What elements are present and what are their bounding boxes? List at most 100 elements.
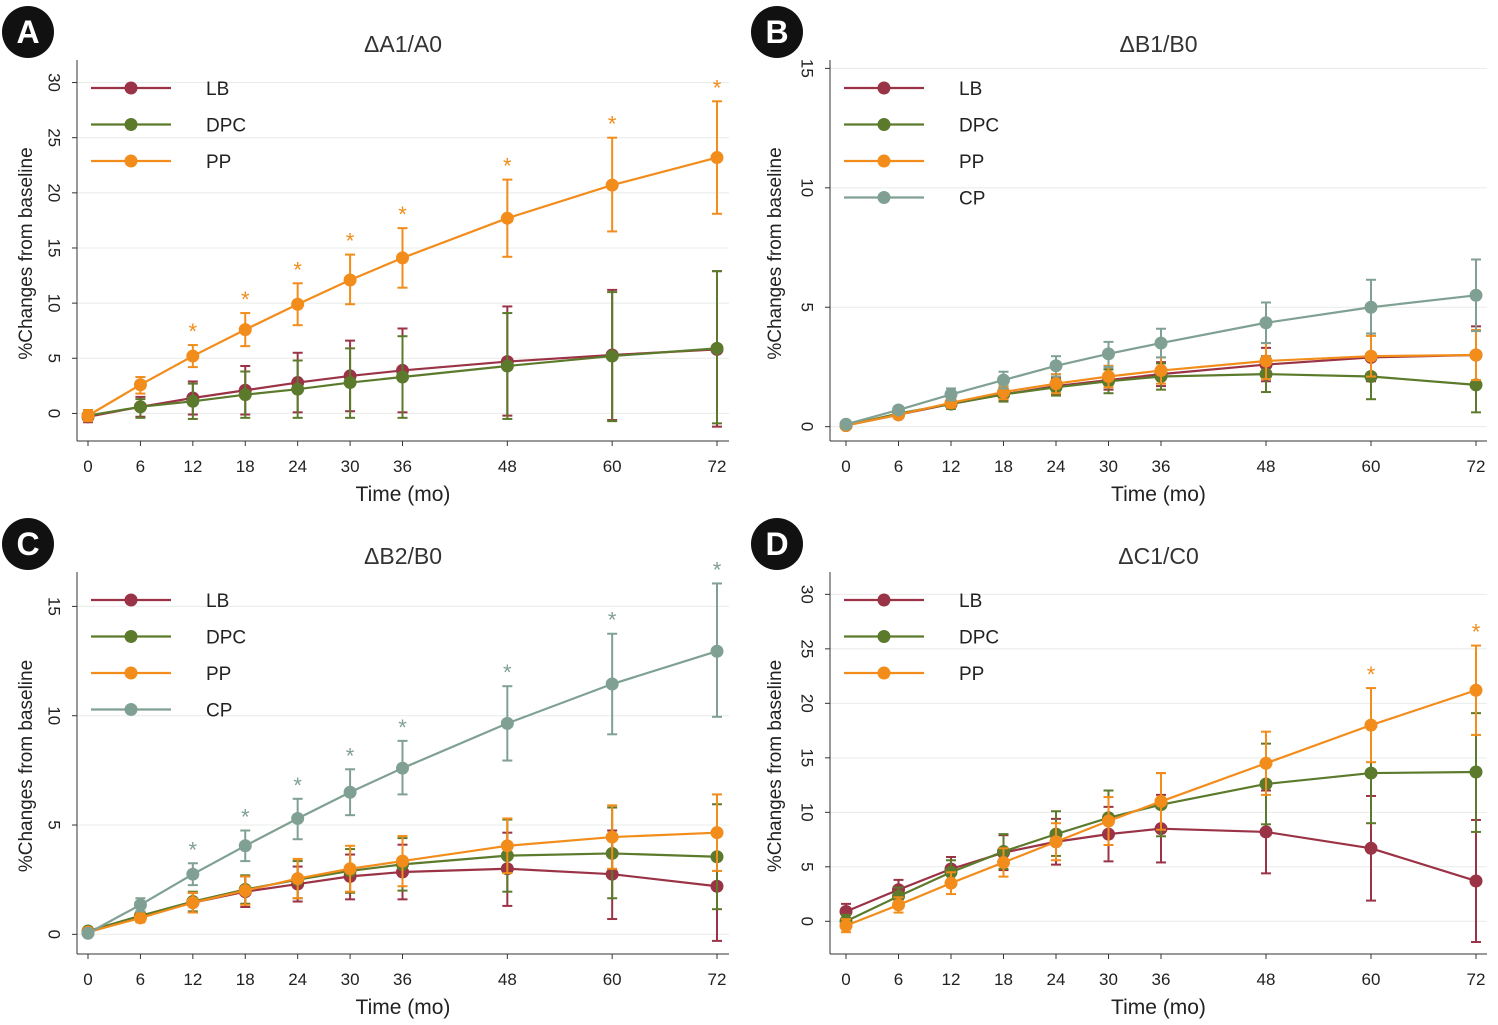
y-tick-label: 30 [45, 73, 64, 92]
data-point [81, 926, 95, 940]
x-axis-label: Time (mo) [356, 996, 451, 1019]
legend-marker [877, 118, 891, 131]
chart-title: ΔB2/B0 [364, 543, 442, 569]
legend-label: PP [959, 664, 984, 685]
legend-label: PP [206, 664, 231, 685]
y-tick-label: 10 [798, 803, 817, 822]
data-point [186, 867, 200, 881]
data-point [396, 854, 409, 868]
y-tick-label: 0 [798, 422, 817, 431]
data-point [291, 872, 305, 886]
data-point [186, 349, 200, 363]
data-point [291, 382, 305, 396]
x-tick-label: 0 [841, 457, 850, 476]
data-point [1469, 288, 1483, 302]
legend-marker [877, 666, 891, 680]
panel-label: C [16, 526, 39, 562]
x-tick-label: 0 [83, 457, 92, 476]
y-tick-label: 0 [45, 930, 64, 939]
significance-marker: * [189, 837, 198, 862]
x-tick-label: 24 [288, 457, 307, 476]
data-point [500, 211, 514, 225]
legend-label: CP [959, 189, 985, 210]
data-point [343, 862, 357, 876]
data-point [710, 341, 724, 355]
y-axis-label: %Changes from baseline [16, 660, 37, 872]
data-point [839, 417, 853, 431]
significance-marker: * [713, 557, 722, 582]
data-point [133, 911, 147, 925]
y-tick-label: 15 [45, 239, 64, 258]
x-tick-label: 30 [341, 457, 360, 476]
x-tick-label: 36 [1152, 970, 1171, 989]
x-tick-label: 18 [236, 970, 255, 989]
y-tick-label: 15 [798, 59, 817, 78]
series-line [845, 294, 1477, 426]
x-tick-label: 48 [1257, 970, 1276, 989]
legend-marker [124, 703, 138, 716]
legend-label: LB [959, 79, 982, 100]
significance-marker: * [1472, 620, 1481, 645]
y-tick-label: 20 [798, 694, 817, 713]
panel-badge [751, 6, 803, 58]
x-tick-label: 12 [942, 457, 961, 476]
data-point [396, 761, 409, 775]
x-tick-label: 72 [708, 457, 727, 476]
series-line [845, 770, 1477, 923]
legend-marker [877, 81, 891, 95]
series-pp [81, 793, 724, 939]
legend: LB DPC PP [91, 79, 246, 173]
x-tick-label: 72 [1467, 970, 1486, 989]
x-tick-label: 12 [942, 970, 961, 989]
x-axis-label: Time (mo) [1111, 483, 1206, 506]
data-point [1469, 348, 1483, 362]
x-tick-label: 6 [136, 970, 145, 989]
series-line [87, 650, 718, 935]
data-point [1259, 316, 1273, 330]
significance-marker: * [1367, 662, 1376, 687]
legend-marker [877, 593, 891, 607]
significance-marker: * [293, 257, 302, 282]
legend-marker [124, 154, 138, 168]
data-point [1154, 364, 1168, 378]
significance-marker: * [503, 660, 512, 685]
data-point [1364, 300, 1378, 314]
series-pp [839, 644, 1483, 934]
panel-label: A [16, 14, 39, 50]
significance-marker: * [608, 112, 617, 137]
x-axis-label: Time (mo) [356, 483, 451, 506]
legend: LB DPC PP CP [91, 591, 246, 722]
x-tick-label: 0 [83, 970, 92, 989]
y-tick-label: 10 [798, 178, 817, 197]
x-tick-label: 36 [393, 457, 412, 476]
data-point [605, 830, 619, 844]
data-point [396, 370, 409, 384]
legend-label: LB [959, 591, 982, 612]
data-point [500, 359, 514, 373]
data-point [1364, 718, 1378, 732]
data-point [605, 178, 619, 192]
y-tick-label: 5 [45, 354, 64, 363]
data-point [605, 349, 619, 363]
data-point [605, 677, 619, 691]
legend: LB DPC PP [844, 591, 999, 685]
chart-title: ΔA1/A0 [364, 31, 442, 57]
panel-label: D [765, 526, 788, 562]
data-point [396, 251, 409, 265]
x-tick-label: 12 [183, 457, 202, 476]
y-tick-label: 20 [45, 183, 64, 202]
legend-marker [124, 81, 138, 95]
data-point [291, 297, 305, 311]
x-tick-label: 6 [894, 457, 903, 476]
x-tick-label: 18 [994, 457, 1013, 476]
data-point [133, 898, 147, 912]
x-tick-label: 48 [498, 970, 517, 989]
y-tick-label: 0 [798, 917, 817, 926]
significance-marker: * [241, 804, 250, 829]
data-point [839, 919, 853, 933]
chart-panel-c: 0 5 10 15 0 6 12 18 24 30 36 48 60 72 Time (mo) %Change… [2, 518, 729, 1019]
data-point [1154, 336, 1168, 350]
x-tick-label: 0 [841, 970, 850, 989]
data-point [238, 839, 252, 853]
y-tick-label: 30 [798, 585, 817, 604]
